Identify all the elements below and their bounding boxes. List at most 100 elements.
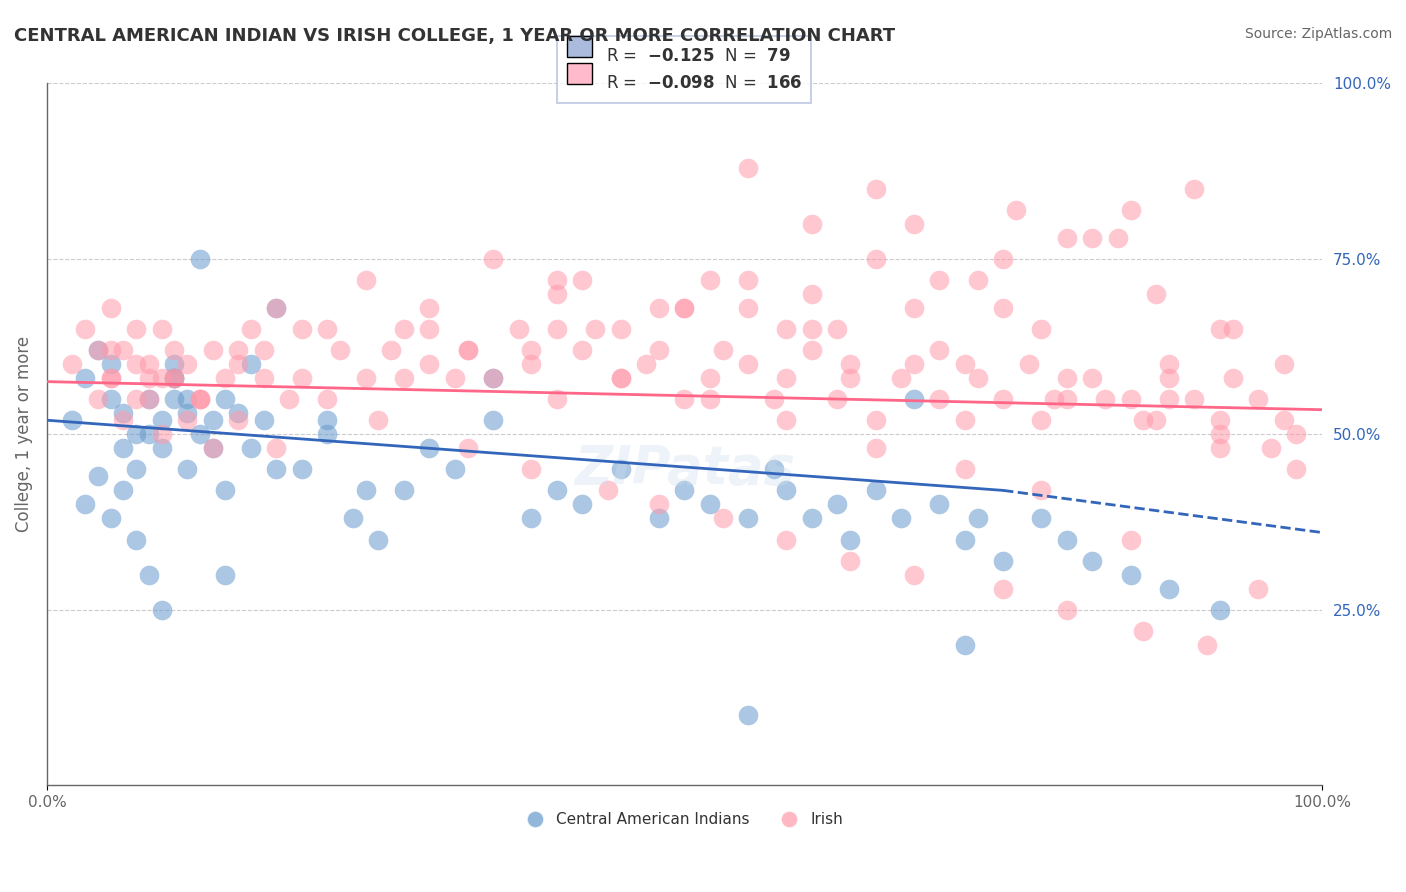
Point	[903, 357, 925, 371]
Point	[865, 483, 887, 498]
Point	[546, 483, 568, 498]
Point	[648, 343, 671, 357]
Point	[278, 392, 301, 407]
Point	[1209, 413, 1232, 427]
Point	[775, 413, 797, 427]
Point	[609, 322, 631, 336]
Point	[827, 392, 849, 407]
Point	[150, 413, 173, 427]
Point	[214, 371, 236, 385]
Point	[1222, 322, 1244, 336]
Point	[176, 462, 198, 476]
Point	[125, 533, 148, 547]
Point	[316, 427, 339, 442]
Point	[596, 483, 619, 498]
Point	[354, 371, 377, 385]
Point	[775, 322, 797, 336]
Point	[291, 322, 314, 336]
Point	[188, 252, 211, 266]
Point	[112, 483, 135, 498]
Point	[1272, 357, 1295, 371]
Point	[673, 483, 696, 498]
Point	[839, 357, 862, 371]
Point	[138, 357, 160, 371]
Point	[214, 483, 236, 498]
Point	[1285, 462, 1308, 476]
Point	[546, 273, 568, 287]
Point	[1056, 231, 1078, 245]
Point	[648, 511, 671, 525]
Point	[609, 462, 631, 476]
Text: Source: ZipAtlas.com: Source: ZipAtlas.com	[1244, 27, 1392, 41]
Point	[520, 343, 543, 357]
Point	[100, 511, 122, 525]
Point	[418, 301, 440, 315]
Point	[737, 357, 759, 371]
Point	[890, 511, 912, 525]
Point	[163, 371, 186, 385]
Point	[966, 511, 988, 525]
Point	[1144, 413, 1167, 427]
Point	[138, 567, 160, 582]
Point	[354, 273, 377, 287]
Point	[1209, 322, 1232, 336]
Point	[673, 301, 696, 315]
Point	[737, 301, 759, 315]
Point	[636, 357, 658, 371]
Point	[699, 371, 721, 385]
Point	[711, 511, 734, 525]
Point	[253, 371, 276, 385]
Point	[100, 371, 122, 385]
Point	[418, 442, 440, 456]
Point	[520, 511, 543, 525]
Point	[1056, 602, 1078, 616]
Point	[87, 343, 110, 357]
Point	[1056, 392, 1078, 407]
Point	[928, 498, 950, 512]
Point	[1247, 392, 1270, 407]
Legend: Central American Indians, Irish: Central American Indians, Irish	[519, 806, 849, 834]
Point	[737, 161, 759, 175]
Point	[291, 462, 314, 476]
Point	[226, 357, 249, 371]
Point	[316, 413, 339, 427]
Point	[890, 371, 912, 385]
Point	[226, 413, 249, 427]
Point	[648, 301, 671, 315]
Point	[1018, 357, 1040, 371]
Point	[1081, 231, 1104, 245]
Point	[1157, 582, 1180, 596]
Point	[775, 483, 797, 498]
Point	[546, 287, 568, 301]
Point	[508, 322, 530, 336]
Point	[482, 371, 505, 385]
Point	[648, 498, 671, 512]
Point	[991, 392, 1014, 407]
Point	[953, 413, 976, 427]
Point	[482, 413, 505, 427]
Point	[827, 498, 849, 512]
Point	[418, 322, 440, 336]
Point	[1182, 392, 1205, 407]
Point	[87, 343, 110, 357]
Point	[827, 322, 849, 336]
Point	[87, 469, 110, 483]
Point	[1081, 553, 1104, 567]
Point	[201, 343, 224, 357]
Point	[150, 602, 173, 616]
Point	[865, 182, 887, 196]
Point	[1272, 413, 1295, 427]
Point	[239, 322, 262, 336]
Point	[266, 442, 288, 456]
Point	[100, 357, 122, 371]
Point	[112, 413, 135, 427]
Point	[125, 392, 148, 407]
Point	[1119, 567, 1142, 582]
Point	[266, 462, 288, 476]
Point	[1209, 442, 1232, 456]
Point	[953, 533, 976, 547]
Point	[800, 287, 823, 301]
Point	[75, 498, 97, 512]
Point	[163, 371, 186, 385]
Point	[800, 217, 823, 231]
